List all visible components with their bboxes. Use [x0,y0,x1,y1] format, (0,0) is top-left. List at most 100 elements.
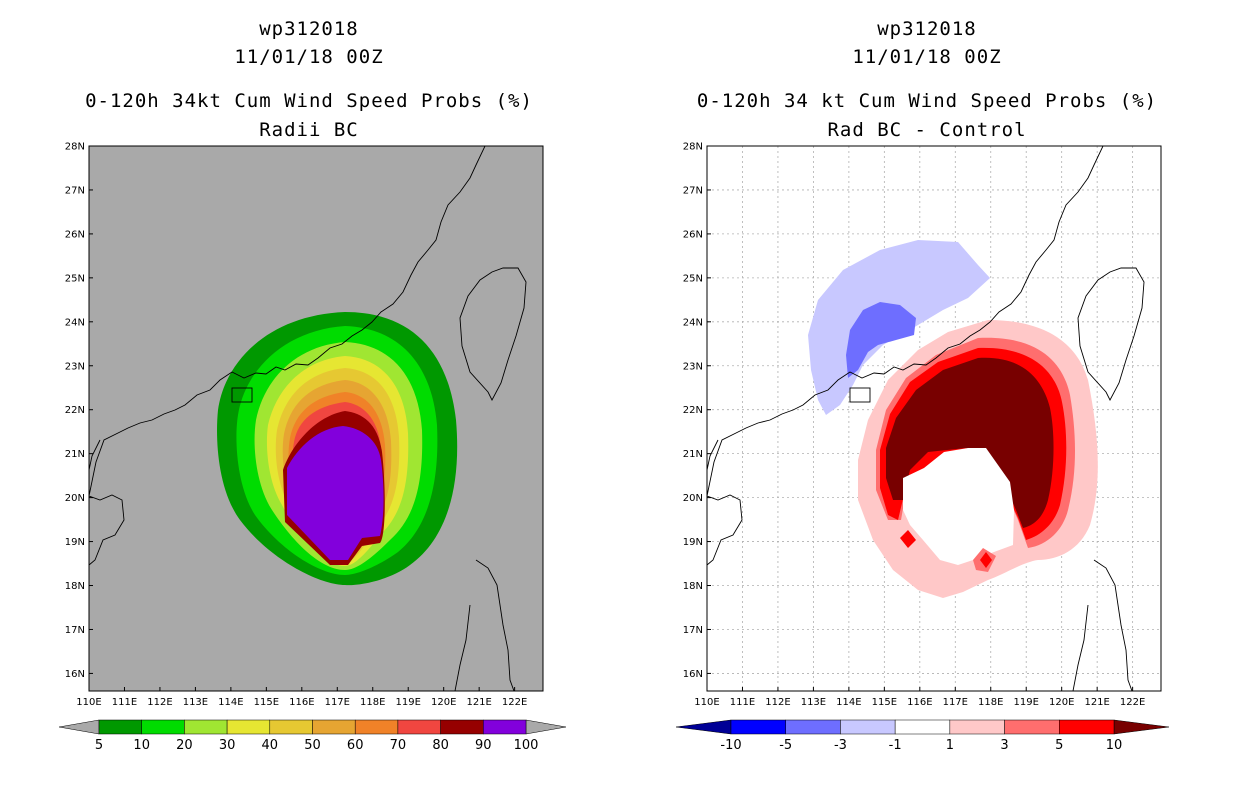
x-tick-label: 121E [466,697,491,708]
map-frame [706,145,1162,692]
colorbar-swatch [440,719,484,735]
colorbar-right-arrow [525,719,567,735]
y-tick-label: 17N [65,625,85,636]
chart-subtitle: Rad BC - Control [827,119,1027,141]
diff-contours [808,240,1098,598]
neg-contour-3 [846,302,916,378]
y-tick-label: 26N [65,229,85,240]
x-tick-label: 119E [1014,697,1039,708]
x-tick-label: 120E [1049,697,1074,708]
storm-id: wp312018 [877,18,977,40]
y-tick-label: 16N [683,669,703,680]
x-tick-label: 119E [396,697,421,708]
storm-id: wp312018 [259,18,359,40]
x-tick-label: 114E [836,697,861,708]
colorbar-label: -1 [889,738,902,753]
x-tick-label: 112E [765,697,790,708]
pos-contour-10 [886,357,1054,528]
colorbar-label: 10 [1106,738,1123,753]
colorbar: 5 10 20 30 40 50 60 70 80 90 100 [58,719,567,753]
colorbar-swatch [1004,719,1060,735]
contour-100 [287,426,384,560]
y-tick-label: 21N [65,449,85,460]
y-tick-label: 18N [683,581,703,592]
colorbar-swatch [730,719,786,735]
colorbar-swatch [785,719,841,735]
hong-kong-box [231,387,253,403]
luzon-coast [1072,559,1133,691]
colorbar-right-arrow [1113,719,1170,735]
coastline [707,146,1145,691]
colorbar-label: -10 [720,738,741,753]
x-tick-label: 121E [1084,697,1109,708]
hainan-coast [89,494,125,566]
y-tick-label: 26N [683,229,703,240]
prob-contours [217,312,458,586]
wind-prob-map: 110E 111E 112E 113E 114E 115E 116E 117E 118E 119E… [58,142,567,753]
x-tick-label: 112E [147,697,172,708]
colorbar-swatch [1059,719,1115,735]
colorbar-label: 40 [262,738,279,753]
hong-kong-box [849,387,871,403]
y-tick-label: 25N [683,273,703,284]
panel-rad-bc-minus-control: wp312018 11/01/18 00Z 0-120h 34 kt Cum W… [618,0,1236,800]
y-tick-label: 19N [65,537,85,548]
map-frame [88,145,544,692]
colorbar-label: -5 [779,738,792,753]
hainan-coast [707,494,743,566]
colorbar-label: -3 [834,738,847,753]
axis-ticks: 110E 111E 112E 113E 114E 115E 116E 117E 118E 119E… [65,142,528,709]
colorbar-label: 5 [1055,738,1063,753]
y-tick-label: 28N [65,142,85,153]
leizhou-coast [89,439,101,471]
colorbar-swatch [226,719,271,735]
colorbar-swatch [141,719,185,735]
y-tick-label: 20N [65,493,85,504]
wind-prob-diff-map: 110E 111E 112E 113E 114E 115E 116E 117E 118E 119E… [675,142,1170,753]
x-tick-label: 110E [694,697,719,708]
colorbar-swatch [483,719,527,735]
colorbar-swatch [397,719,441,735]
taiwan-coast [459,267,527,401]
colorbar-label: 30 [219,738,236,753]
y-tick-label: 22N [65,405,85,416]
colorbar-label: 10 [133,738,150,753]
colorbar-label: 100 [514,738,539,753]
y-tick-label: 24N [683,317,703,328]
x-tick-label: 111E [730,697,755,708]
x-tick-label: 115E [254,697,279,708]
x-tick-label: 117E [943,697,968,708]
datetime: 11/01/18 00Z [852,46,1002,68]
pos-contour-1-core [890,532,926,570]
x-tick-label: 120E [431,697,456,708]
y-tick-label: 28N [683,142,703,153]
colorbar-swatch [354,719,399,735]
x-tick-label: 122E [1120,697,1145,708]
x-tick-label: 111E [112,697,137,708]
y-tick-label: 27N [65,185,85,196]
axis-ticks: 110E 111E 112E 113E 114E 115E 116E 117E 118E 119E… [683,142,1146,709]
chart-title: 0-120h 34kt Cum Wind Speed Probs (%) [85,90,533,112]
datetime: 11/01/18 00Z [234,46,384,68]
y-tick-label: 19N [683,537,703,548]
x-tick-label: 116E [289,697,314,708]
x-tick-label: 113E [183,697,208,708]
x-tick-label: 110E [76,697,101,708]
x-tick-label: 113E [801,697,826,708]
colorbar-swatch [269,719,313,735]
colorbar-label: 3 [1000,738,1008,753]
y-tick-label: 20N [683,493,703,504]
colorbar-label: 50 [304,738,321,753]
colorbar-swatch [894,719,951,735]
colorbar-label: 5 [95,738,103,753]
colorbar-left-arrow [675,719,732,735]
china-coast [707,146,1104,497]
leizhou-coast [707,439,719,471]
y-tick-label: 22N [683,405,703,416]
coastline [89,146,527,691]
x-tick-label: 117E [325,697,350,708]
chart-title: 0-120h 34 kt Cum Wind Speed Probs (%) [696,90,1158,112]
y-tick-label: 23N [65,361,85,372]
colorbar-label: 90 [475,738,492,753]
colorbar-label: 20 [176,738,193,753]
